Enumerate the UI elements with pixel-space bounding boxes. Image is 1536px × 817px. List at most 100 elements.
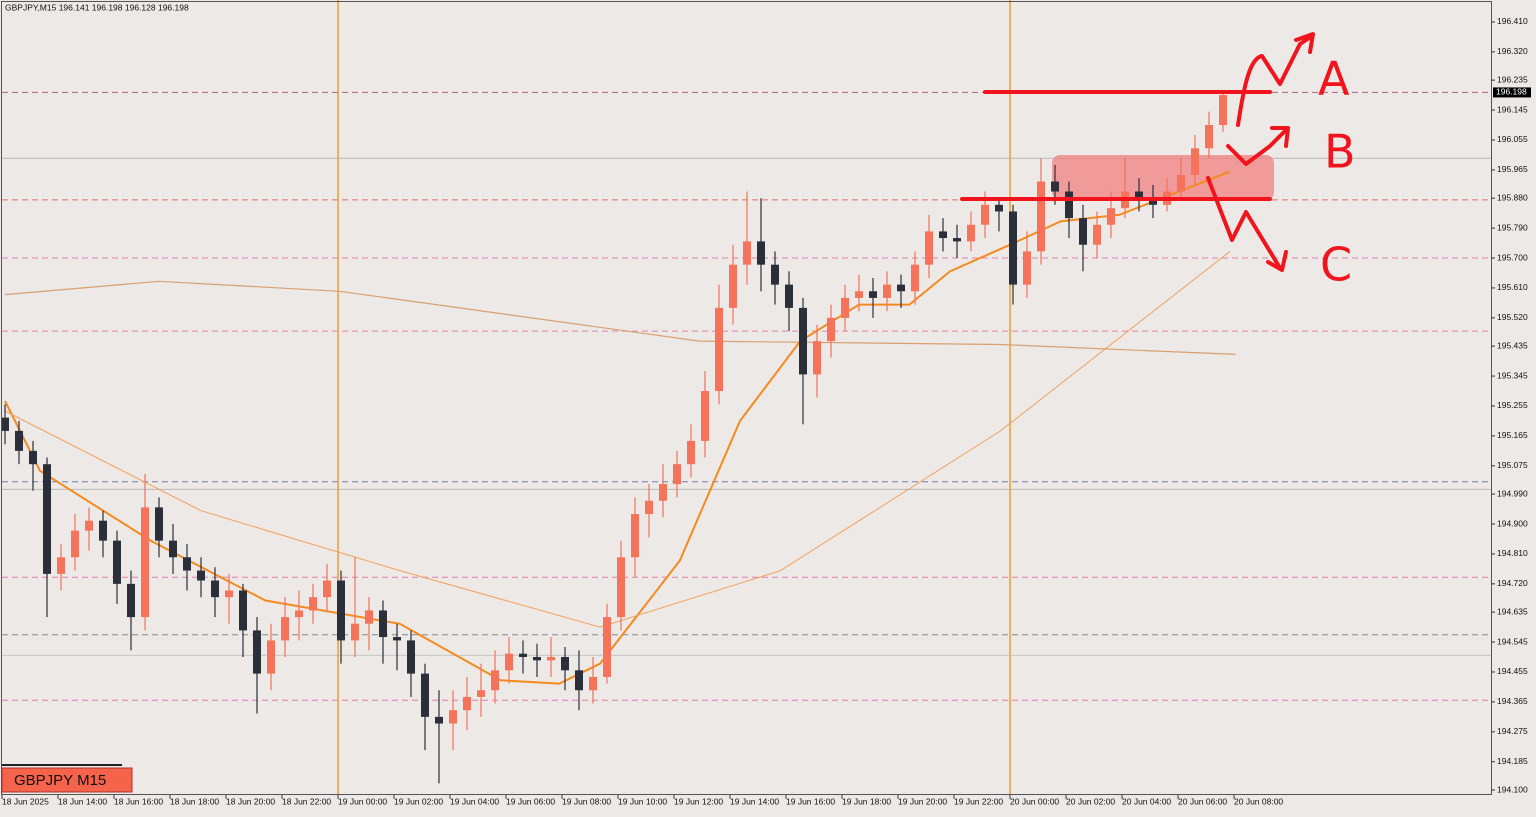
- candle-body: [617, 557, 625, 618]
- candle-body: [1205, 125, 1213, 149]
- annotation: C: [1320, 238, 1352, 292]
- current-price-label: 196.198: [1496, 87, 1527, 97]
- candle-body: [855, 291, 863, 298]
- candle-body: [533, 657, 541, 661]
- candle-body: [491, 670, 499, 691]
- x-tick-label: 18 Jun 22:00: [282, 796, 331, 806]
- y-tick-label: 194.455: [1497, 666, 1528, 676]
- candle-body: [827, 317, 835, 342]
- x-tick-label: 19 Jun 16:00: [786, 796, 835, 806]
- candle-body: [365, 610, 373, 624]
- x-tick-label: 19 Jun 00:00: [338, 796, 387, 806]
- candle-body: [813, 341, 821, 375]
- candle-body: [449, 710, 457, 724]
- y-tick-label: 195.435: [1497, 340, 1528, 350]
- candle-body: [645, 500, 653, 515]
- candle-body: [1135, 191, 1143, 199]
- y-tick-label: 195.165: [1497, 430, 1528, 440]
- candle-body: [379, 610, 387, 638]
- candle-body: [211, 580, 219, 598]
- candle-body: [337, 580, 345, 641]
- candle-body: [687, 440, 695, 465]
- y-tick-label: 194.990: [1497, 488, 1528, 498]
- y-tick-label: 196.410: [1497, 16, 1528, 26]
- y-tick-label: 195.880: [1497, 192, 1528, 202]
- candle-body: [953, 238, 961, 242]
- y-tick-label: 194.720: [1497, 578, 1528, 588]
- annotation: B: [1324, 125, 1356, 179]
- candle-body: [869, 291, 877, 298]
- candle-body: [99, 520, 107, 541]
- candle-body: [15, 430, 23, 451]
- y-tick-label: 194.900: [1497, 518, 1528, 528]
- y-tick-label: 195.520: [1497, 312, 1528, 322]
- x-tick-label: 20 Jun 00:00: [1010, 796, 1059, 806]
- candle-body: [1177, 174, 1185, 192]
- candle-body: [995, 204, 1003, 212]
- candle-body: [183, 557, 191, 571]
- candle-body: [505, 653, 513, 671]
- candle-body: [1065, 191, 1073, 219]
- candle-body: [519, 653, 527, 658]
- x-tick-label: 20 Jun 04:00: [1122, 796, 1171, 806]
- candle-body: [701, 391, 709, 441]
- candle-body: [225, 590, 233, 598]
- candle-body: [71, 530, 79, 558]
- annotation: A: [1318, 52, 1350, 106]
- candle-body: [57, 557, 65, 574]
- y-tick-label: 196.235: [1497, 74, 1528, 84]
- y-tick-label: 195.610: [1497, 282, 1528, 292]
- arrow-a: [1236, 32, 1315, 127]
- candle-body: [253, 630, 261, 674]
- candle-body: [1219, 95, 1227, 126]
- candle-body: [939, 231, 947, 239]
- candle-body: [659, 484, 667, 501]
- arrow-c: [1206, 176, 1288, 272]
- x-tick-label: 19 Jun 02:00: [394, 796, 443, 806]
- candle-body: [43, 464, 51, 574]
- candle-body: [155, 507, 163, 541]
- plot-frame: [1, 1, 1492, 795]
- y-tick-label: 194.100: [1497, 784, 1528, 794]
- candle-body: [435, 716, 443, 724]
- candle-body: [281, 617, 289, 641]
- candle-body: [589, 676, 597, 691]
- badge: [1, 767, 133, 793]
- candle-body: [743, 241, 751, 265]
- candle-body: [981, 204, 989, 225]
- x-tick-label: 19 Jun 12:00: [674, 796, 723, 806]
- candle-body: [673, 464, 681, 485]
- badge-label: GBPJPY M15: [14, 772, 106, 789]
- y-tick-label: 195.965: [1497, 164, 1528, 174]
- candle-body: [85, 520, 93, 531]
- candle-body: [561, 657, 569, 671]
- candle-body: [729, 264, 737, 308]
- candle-body: [407, 640, 415, 674]
- candle-body: [575, 670, 583, 691]
- y-tick-label: 195.790: [1497, 222, 1528, 232]
- candle-body: [1037, 181, 1045, 252]
- candle-body: [463, 696, 471, 711]
- candle-body: [631, 514, 639, 558]
- candle-body: [897, 284, 905, 292]
- candle-body: [477, 690, 485, 697]
- candle-body: [1, 417, 9, 431]
- candle-body: [29, 450, 37, 465]
- x-tick-label: 18 Jun 16:00: [114, 796, 163, 806]
- candle-body: [883, 284, 891, 298]
- candle-body: [547, 657, 555, 661]
- candle-body: [113, 540, 121, 584]
- moving-average: [4, 280, 1236, 355]
- candle-body: [757, 241, 765, 265]
- candle-body: [1191, 148, 1199, 175]
- candle-body: [267, 640, 275, 674]
- x-tick-label: 18 Jun 2025: [2, 796, 49, 806]
- chart-title: GBPJPY,M15 196.141 196.198 196.128 196.1…: [5, 2, 189, 12]
- x-tick-label: 18 Jun 18:00: [170, 796, 219, 806]
- x-tick-label: 19 Jun 18:00: [842, 796, 891, 806]
- x-tick-label: 20 Jun 06:00: [1178, 796, 1227, 806]
- candle-body: [127, 583, 135, 618]
- candle-body: [1023, 251, 1031, 285]
